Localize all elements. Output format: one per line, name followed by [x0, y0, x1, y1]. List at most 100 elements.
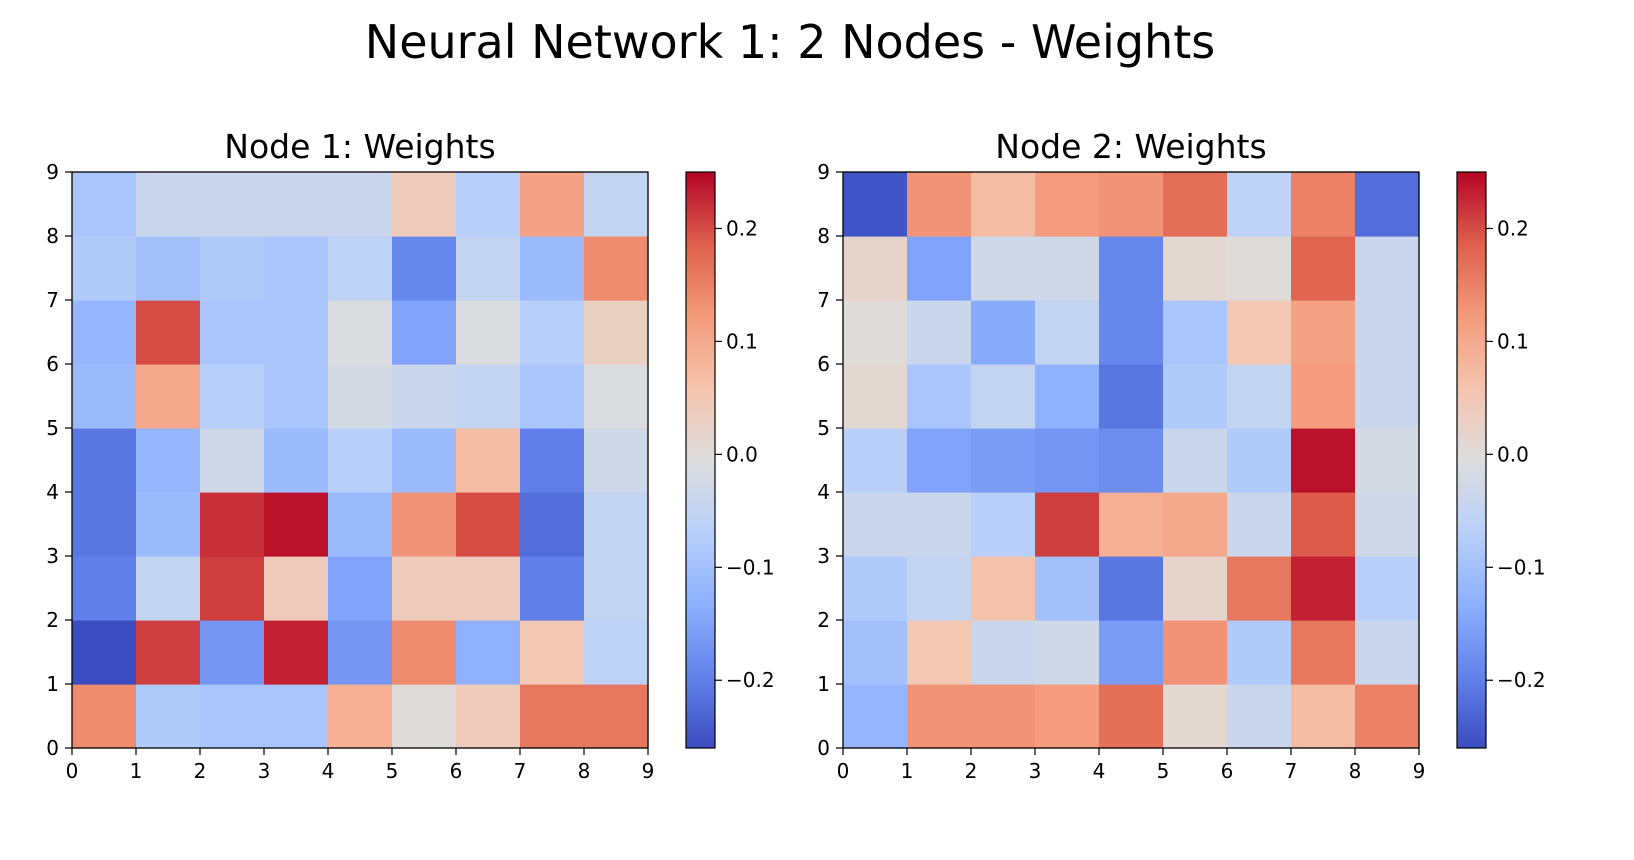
heatmap-cell — [1099, 172, 1164, 237]
heatmap-cell — [200, 300, 265, 365]
heatmap-cell — [200, 684, 265, 749]
heatmap-cell — [1035, 492, 1100, 557]
x-tick-label: 5 — [1157, 759, 1170, 783]
heatmap-cell — [136, 300, 201, 365]
heatmap-cell — [584, 684, 649, 749]
heatmap-cell — [1227, 172, 1292, 237]
heatmap-cell — [1035, 236, 1100, 301]
x-tick-label: 9 — [642, 759, 655, 783]
heatmap-cell — [392, 620, 457, 685]
heatmap-cell — [584, 620, 649, 685]
y-tick-label: 1 — [46, 672, 59, 696]
node-2-panel: Node 2: Weights 0 1 2 3 4 5 6 7 8 9 0 1 2 3 4 5 6 7 8 9 −0.2 −… — [817, 127, 1545, 783]
x-tick-label: 6 — [450, 759, 463, 783]
y-tick-label: 6 — [46, 352, 59, 376]
heatmap-cell — [264, 428, 329, 493]
colorbar-tick-label: 0.0 — [726, 442, 758, 466]
heatmap-cell — [200, 556, 265, 621]
heatmap-cell — [584, 236, 649, 301]
heatmap-cell — [328, 684, 393, 749]
y-tick-label: 9 — [817, 160, 830, 184]
heatmap-cell — [1291, 428, 1356, 493]
heatmap-cell — [520, 300, 585, 365]
heatmap-cell — [1355, 556, 1420, 621]
heatmap-cell — [200, 620, 265, 685]
heatmap-cell — [520, 364, 585, 429]
heatmap-cell — [1291, 300, 1356, 365]
heatmap-cell — [1099, 300, 1164, 365]
heatmap-cell — [328, 172, 393, 237]
heatmap-cell — [520, 556, 585, 621]
colorbar-tick-label: −0.2 — [726, 668, 775, 692]
heatmap-cell — [1227, 620, 1292, 685]
heatmap-cell — [1035, 684, 1100, 749]
heatmap-cell — [584, 364, 649, 429]
heatmap-cell — [1163, 364, 1228, 429]
heatmap-cell — [907, 300, 972, 365]
heatmap-cell — [1163, 620, 1228, 685]
heatmap-cell — [136, 684, 201, 749]
heatmap-cell — [1355, 172, 1420, 237]
heatmap-cell — [264, 364, 329, 429]
heatmap-cell — [1163, 300, 1228, 365]
heatmap-cell — [456, 236, 521, 301]
heatmap-cell — [843, 236, 908, 301]
heatmap-cell — [971, 172, 1036, 237]
y-tick-label: 0 — [46, 736, 59, 760]
heatmap-cell — [1291, 364, 1356, 429]
colorbar-tick-label: 0.1 — [726, 329, 758, 353]
heatmap-cell — [907, 428, 972, 493]
heatmap-cell — [1163, 172, 1228, 237]
heatmap-cell — [520, 684, 585, 749]
heatmap-cell — [200, 428, 265, 493]
heatmap-cell — [843, 492, 908, 557]
heatmap-cell — [1227, 684, 1292, 749]
heatmap-cell — [907, 364, 972, 429]
heatmap-cell — [907, 172, 972, 237]
heatmap-cell — [843, 556, 908, 621]
heatmap-cell — [584, 492, 649, 557]
colorbar-tick-label: 0.2 — [1497, 216, 1529, 240]
heatmap-cell — [1099, 428, 1164, 493]
heatmap-cell — [392, 428, 457, 493]
heatmap-cell — [1355, 300, 1420, 365]
heatmap-cell — [72, 492, 137, 557]
x-tick-label: 0 — [66, 759, 79, 783]
heatmap-cell — [843, 428, 908, 493]
heatmap-cell — [1035, 300, 1100, 365]
panel-title: Node 2: Weights — [995, 127, 1266, 166]
heatmap-cell — [971, 620, 1036, 685]
heatmap-cell — [584, 172, 649, 237]
heatmap-cell — [1227, 556, 1292, 621]
heatmap-cell — [907, 620, 972, 685]
heatmap-cell — [456, 556, 521, 621]
y-tick-label: 5 — [46, 416, 59, 440]
x-tick-label: 9 — [1413, 759, 1426, 783]
heatmap-cell — [1035, 172, 1100, 237]
heatmap-cell — [520, 428, 585, 493]
heatmap-cell — [72, 684, 137, 749]
heatmap-cell — [264, 300, 329, 365]
heatmap-cell — [520, 620, 585, 685]
heatmap-cell — [392, 172, 457, 237]
heatmap-cell — [584, 428, 649, 493]
heatmap-cell — [1099, 492, 1164, 557]
heatmap-cell — [72, 300, 137, 365]
heatmap-cell — [136, 492, 201, 557]
heatmap-cell — [392, 556, 457, 621]
heatmap-cell — [1291, 556, 1356, 621]
heatmap-cell — [136, 236, 201, 301]
heatmap-cell — [1291, 236, 1356, 301]
y-tick-label: 2 — [817, 608, 830, 632]
heatmap-cell — [72, 428, 137, 493]
heatmap-cell — [1099, 684, 1164, 749]
heatmap-cell — [520, 236, 585, 301]
heatmap-cell — [456, 684, 521, 749]
heatmap-cell — [1227, 364, 1292, 429]
heatmap-cell — [971, 684, 1036, 749]
x-tick-label: 8 — [578, 759, 591, 783]
heatmap-cell — [72, 620, 137, 685]
x-tick-label: 7 — [1285, 759, 1298, 783]
heatmap-cell — [843, 620, 908, 685]
